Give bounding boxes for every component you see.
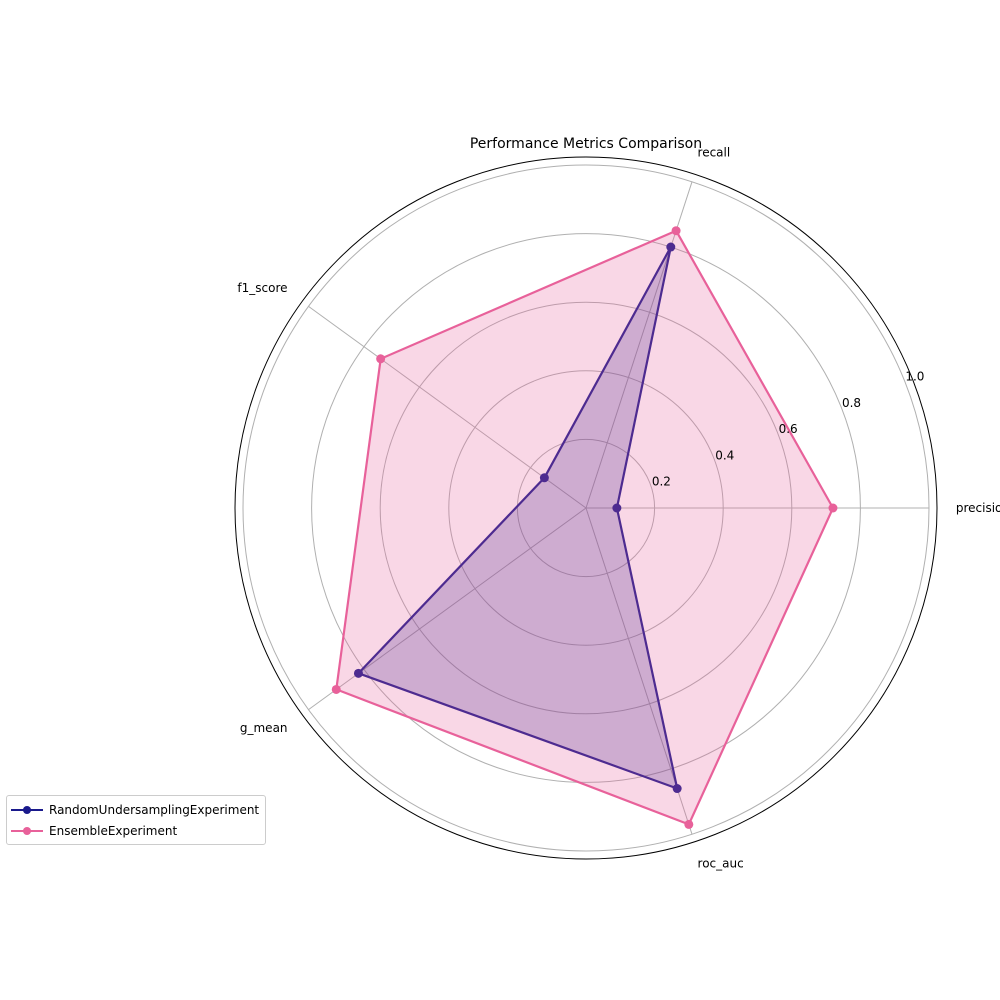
point-1-roc_auc [684,819,694,829]
r-tick-label-1: 0.4 [715,448,734,462]
spoke-f1_score [308,305,587,509]
legend: RandomUndersamplingExperiment EnsembleEx… [6,795,267,845]
point-1-precision [828,503,838,513]
series-layer [331,226,838,829]
spoke-g_mean [308,507,587,711]
point-0-precision [612,503,622,513]
point-0-f1_score [539,473,549,483]
label-layer: precision recall f1_score g_mean roc_auc 0.2 0… [237,145,1000,870]
axis-label-g_mean: g_mean [240,721,288,735]
series-fill-1 [336,230,833,825]
axis-label-f1_score: f1_score [237,281,287,295]
r-tick-label-2: 0.6 [779,422,798,436]
legend-swatch-1 [11,826,43,835]
r-tick-label-4: 1.0 [905,370,924,384]
axis-label-recall: recall [698,145,731,159]
axis-label-precision: precision [956,501,1000,515]
series-line-1 [335,229,835,826]
point-1-recall [671,226,681,236]
series-line-0 [357,245,679,790]
legend-label-1: EnsembleExperiment [49,823,178,838]
point-1-g_mean [331,684,341,694]
legend-swatch-0 [11,805,43,814]
grid-layer [234,156,938,860]
legend-item-1: EnsembleExperiment [11,820,259,841]
r-tick-label-3: 0.8 [842,396,861,410]
legend-item-0: RandomUndersamplingExperiment [11,799,259,820]
point-0-recall [666,242,676,252]
chart-title: Performance Metrics Comparison [470,136,702,152]
point-0-g_mean [353,668,363,678]
point-0-roc_auc [672,784,682,794]
outer-frame [234,156,938,860]
spoke-recall [585,181,693,509]
point-1-f1_score [376,354,386,364]
r-tick-label-0: 0.2 [652,475,671,489]
legend-label-0: RandomUndersamplingExperiment [49,802,260,817]
axis-label-roc_auc: roc_auc [698,857,744,871]
